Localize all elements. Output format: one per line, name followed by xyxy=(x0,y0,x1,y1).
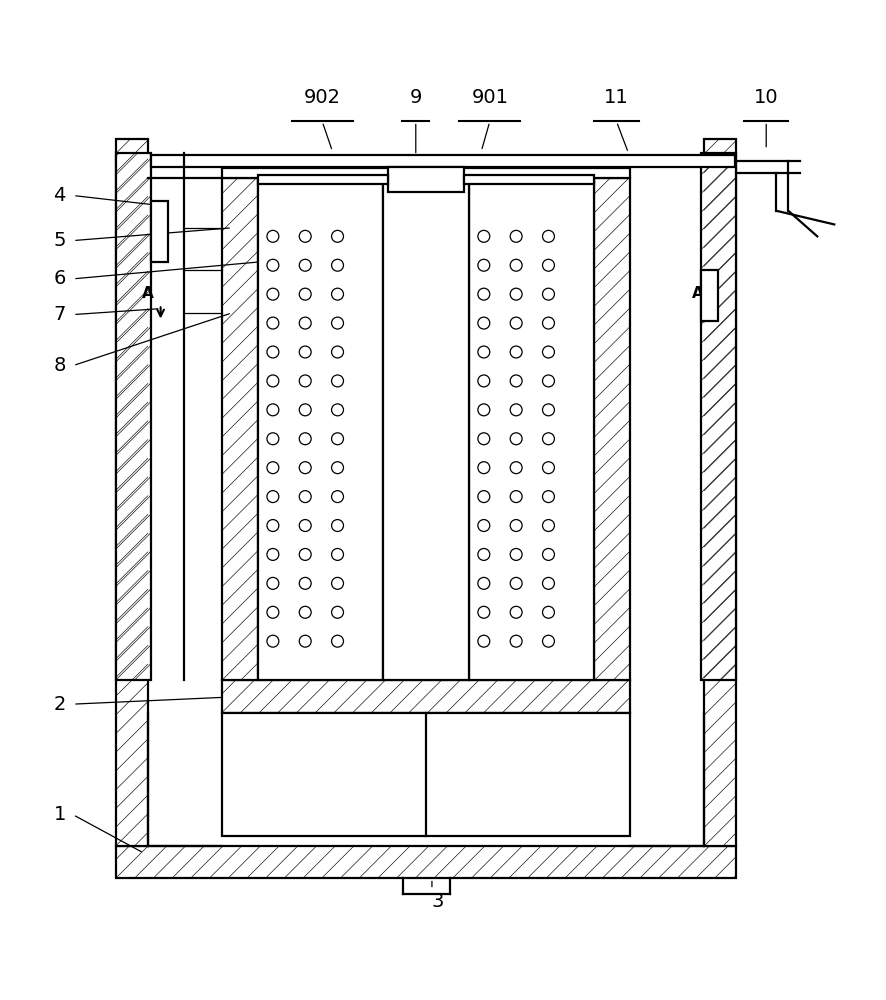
Text: 902: 902 xyxy=(304,88,341,107)
Bar xyxy=(701,153,736,680)
Bar xyxy=(222,680,630,713)
Bar xyxy=(152,155,734,167)
Bar xyxy=(222,713,630,836)
Bar xyxy=(469,178,595,680)
Text: 11: 11 xyxy=(604,88,629,107)
Bar xyxy=(258,175,388,184)
Text: 5: 5 xyxy=(53,231,66,250)
Text: 901: 901 xyxy=(471,88,509,107)
Text: 7: 7 xyxy=(53,305,66,324)
Text: A: A xyxy=(692,286,704,301)
Text: 4: 4 xyxy=(53,186,66,205)
Text: 10: 10 xyxy=(754,88,779,107)
Bar xyxy=(222,178,258,680)
Text: 1: 1 xyxy=(53,805,66,824)
Bar xyxy=(464,175,595,184)
Bar xyxy=(701,270,718,321)
Text: 8: 8 xyxy=(53,356,66,375)
Text: 6: 6 xyxy=(53,269,66,288)
Bar xyxy=(388,167,464,192)
Bar xyxy=(222,168,630,178)
Bar xyxy=(115,846,736,878)
Bar xyxy=(258,178,384,680)
Bar xyxy=(384,178,469,680)
Bar xyxy=(152,201,168,262)
Bar xyxy=(595,178,630,680)
Bar xyxy=(115,153,152,680)
Bar xyxy=(704,139,736,846)
Text: 2: 2 xyxy=(53,695,66,714)
Text: A: A xyxy=(142,286,154,301)
Text: 9: 9 xyxy=(409,88,422,107)
Text: 3: 3 xyxy=(432,892,444,911)
Bar xyxy=(115,139,148,846)
